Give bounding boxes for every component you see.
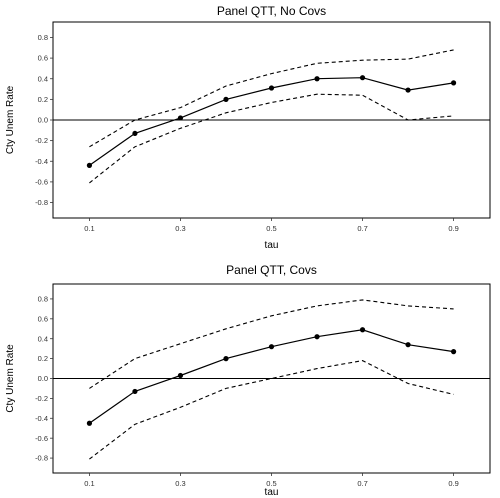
y-axis-label: Cty Unem Rate (5, 344, 16, 413)
y-tick-label: 0.6 (38, 54, 48, 63)
x-tick-label: 0.3 (175, 479, 185, 488)
x-tick-label: 0.9 (448, 479, 458, 488)
y-tick-label: 0.2 (38, 354, 48, 363)
qtt-estimate-point (405, 87, 411, 93)
qtt-estimate-point (86, 420, 93, 426)
qtt-estimate-point (359, 75, 366, 81)
chart-title: Panel QTT, No Covs (217, 4, 326, 18)
qtt-estimate-point (177, 372, 184, 379)
qtt-estimate-point (268, 85, 275, 91)
x-tick-label: 0.7 (357, 479, 367, 488)
ci-lower-line (89, 93, 454, 184)
ci-upper-line (89, 299, 454, 389)
qtt-estimate-line (89, 329, 454, 424)
qtt-estimate-point (177, 115, 184, 121)
x-tick-label: 0.1 (84, 224, 94, 233)
y-tick-label: 0.2 (38, 95, 48, 104)
y-tick-label: -0.2 (35, 136, 48, 145)
ci-lower-line (89, 360, 454, 460)
qtt-estimate-line (89, 77, 454, 166)
qtt-estimate-point (450, 349, 457, 355)
qtt-estimate-point (359, 327, 366, 333)
qtt-estimate-point (314, 76, 320, 82)
x-tick-label: 0.7 (357, 224, 367, 233)
chart-panel-1: Panel QTT, No Covs -0.8 -0.6 -0.4 -0.2 0.0 0.2… (5, 4, 491, 251)
y-tick-label: 0.4 (38, 74, 48, 83)
y-tick-label: 0.8 (38, 295, 48, 304)
y-tick-label: 0.4 (38, 334, 48, 343)
x-tick-label: 0.5 (266, 479, 276, 488)
y-tick-label: 0.8 (38, 33, 48, 42)
qtt-estimate-point (223, 356, 229, 362)
qtt-estimate-point (223, 96, 229, 102)
qtt-estimate-point (268, 344, 275, 350)
y-tick-label: -0.8 (35, 454, 48, 463)
chart-title: Panel QTT, Covs (226, 263, 317, 277)
y-tick-label: 0.0 (38, 116, 48, 125)
y-tick-label: -0.6 (35, 434, 48, 443)
x-tick-label: 0.3 (175, 224, 185, 233)
qtt-estimate-point (86, 162, 93, 168)
qtt-estimate-point (405, 342, 411, 348)
y-tick-label: -0.8 (35, 198, 48, 207)
y-tick-label: -0.6 (35, 177, 48, 186)
chart-panel-2: Panel QTT, Covs -0.8 -0.6 -0.4 -0.2 0.0 0.2 0.4… (5, 263, 491, 498)
x-tick-label: 0.1 (84, 479, 94, 488)
y-axis-label: Cty Unem Rate (5, 85, 16, 154)
x-tick-label: 0.9 (448, 224, 458, 233)
qtt-estimate-point (450, 80, 457, 86)
x-axis-label: tau (265, 487, 279, 498)
qtt-estimate-point (132, 388, 138, 395)
y-tick-label: -0.2 (35, 394, 48, 403)
y-tick-label: -0.4 (35, 157, 48, 166)
qtt-estimate-point (314, 334, 320, 340)
x-axis-label: tau (265, 240, 279, 251)
y-tick-label: -0.4 (35, 414, 48, 423)
qtt-estimate-point (132, 130, 138, 137)
y-tick-label: 0.6 (38, 314, 48, 323)
y-tick-label: 0.0 (38, 374, 48, 383)
ci-upper-line (89, 49, 454, 148)
x-tick-label: 0.5 (266, 224, 276, 233)
